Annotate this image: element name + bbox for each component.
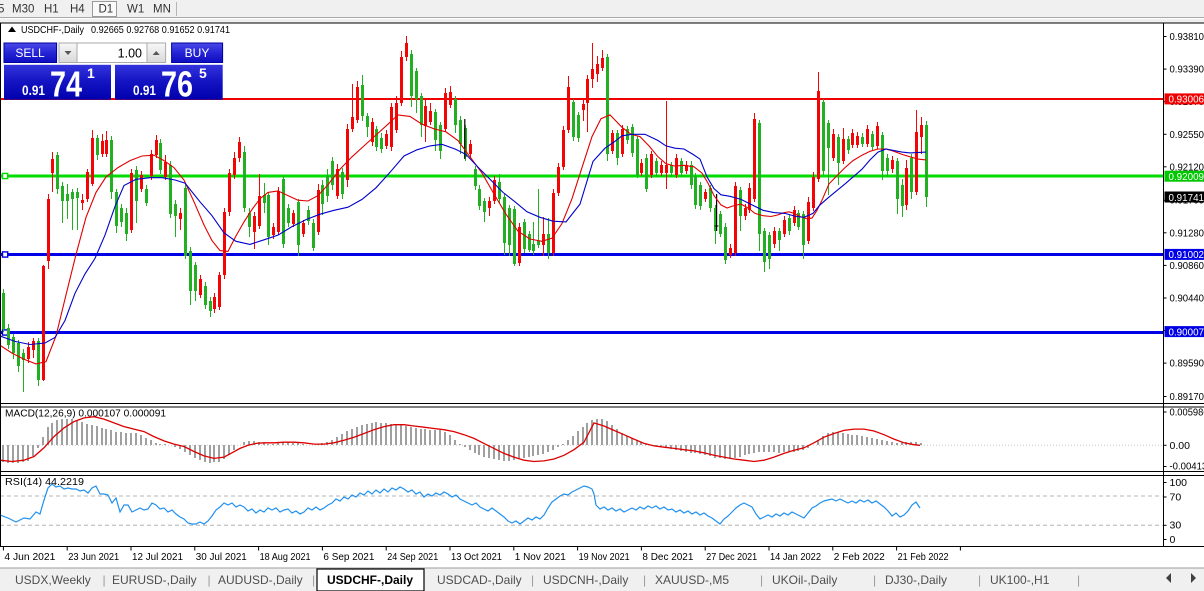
svg-text:1.00: 1.00 (118, 47, 142, 61)
svg-text:2 Feb 2022: 2 Feb 2022 (834, 552, 885, 563)
svg-text:0: 0 (1170, 534, 1176, 546)
svg-text:19 Nov 2021: 19 Nov 2021 (579, 552, 630, 563)
svg-text:0.91: 0.91 (22, 83, 45, 98)
svg-text:BUY: BUY (185, 46, 210, 60)
svg-text:76: 76 (161, 64, 193, 105)
svg-text:MACD(12,26,9) 0.000107 0.00009: MACD(12,26,9) 0.000107 0.000091 (5, 408, 166, 420)
svg-text:30 Jul 2021: 30 Jul 2021 (196, 552, 247, 563)
svg-text:0.92009: 0.92009 (1169, 171, 1204, 183)
svg-text:70: 70 (1170, 492, 1182, 504)
svg-text:UK100-,H1: UK100-,H1 (990, 573, 1050, 587)
svg-text:W1: W1 (127, 4, 144, 16)
svg-text:14 Jan 2022: 14 Jan 2022 (770, 552, 821, 563)
svg-text:30: 30 (1170, 520, 1182, 532)
svg-text:|: | (1077, 573, 1080, 587)
svg-text:0.92665 0.92768 0.91652 0.9174: 0.92665 0.92768 0.91652 0.91741 (91, 24, 230, 36)
svg-text:M30: M30 (12, 4, 34, 16)
svg-text:1 Nov 2021: 1 Nov 2021 (515, 552, 566, 563)
svg-text:USDCNH-,Daily: USDCNH-,Daily (543, 573, 628, 587)
svg-text:6 Sep 2021: 6 Sep 2021 (323, 552, 374, 563)
svg-text:5: 5 (199, 65, 207, 81)
svg-text:74: 74 (50, 64, 82, 105)
svg-text:USDCHF-,Daily: USDCHF-,Daily (327, 573, 413, 587)
svg-text:USDX,Weekly: USDX,Weekly (15, 573, 91, 587)
svg-text:4 Jun 2021: 4 Jun 2021 (4, 552, 55, 563)
svg-text:-0.004130: -0.004130 (1170, 461, 1204, 473)
svg-text:H1: H1 (44, 4, 59, 16)
svg-text:8 Dec 2021: 8 Dec 2021 (642, 552, 693, 563)
svg-text:XAUUSD-,M5: XAUUSD-,M5 (655, 573, 729, 587)
svg-text:SELL: SELL (15, 46, 45, 60)
svg-text:1: 1 (87, 65, 95, 81)
svg-text:|: | (643, 573, 646, 587)
svg-text:100: 100 (1170, 477, 1188, 489)
svg-text:USDCHF-,Daily: USDCHF-,Daily (21, 24, 85, 36)
svg-text:0.91741: 0.91741 (1169, 192, 1204, 204)
svg-text:USDCAD-,Daily: USDCAD-,Daily (437, 573, 522, 587)
svg-text:|: | (103, 573, 106, 587)
svg-text:0.93006: 0.93006 (1169, 94, 1204, 106)
svg-text:13 Oct 2021: 13 Oct 2021 (451, 552, 502, 563)
svg-text:0.91280: 0.91280 (1170, 227, 1204, 239)
svg-text:0.93810: 0.93810 (1170, 31, 1204, 43)
svg-text:5: 5 (0, 4, 4, 16)
svg-text:DJ30-,Daily: DJ30-,Daily (885, 573, 947, 587)
svg-text:|: | (760, 573, 763, 587)
svg-text:RSI(14) 44.2219: RSI(14) 44.2219 (5, 476, 84, 488)
svg-text:0.90007: 0.90007 (1169, 326, 1204, 338)
svg-text:0.90440: 0.90440 (1170, 293, 1204, 305)
svg-text:EURUSD-,Daily: EURUSD-,Daily (112, 573, 197, 587)
svg-text:0.92550: 0.92550 (1170, 129, 1204, 141)
svg-text:23 Jun 2021: 23 Jun 2021 (68, 552, 119, 563)
svg-text:27 Dec 2021: 27 Dec 2021 (706, 552, 757, 563)
svg-text:0.005986: 0.005986 (1170, 407, 1204, 419)
svg-text:0.91002: 0.91002 (1169, 249, 1204, 261)
svg-text:24 Sep 2021: 24 Sep 2021 (387, 552, 438, 563)
svg-text:MN: MN (153, 4, 171, 16)
svg-text:AUDUSD-,Daily: AUDUSD-,Daily (218, 573, 303, 587)
svg-text:0.90860: 0.90860 (1170, 260, 1204, 272)
svg-text:0.00: 0.00 (1170, 440, 1191, 452)
svg-text:12 Jul 2021: 12 Jul 2021 (132, 552, 183, 563)
svg-text:|: | (978, 573, 981, 587)
svg-text:0.89590: 0.89590 (1170, 358, 1204, 370)
svg-text:H4: H4 (70, 4, 85, 16)
svg-text:|: | (208, 573, 211, 587)
svg-text:0.93390: 0.93390 (1170, 64, 1204, 76)
svg-text:21 Feb 2022: 21 Feb 2022 (898, 552, 949, 563)
svg-text:0.89170: 0.89170 (1170, 391, 1204, 403)
svg-text:D1: D1 (99, 4, 114, 16)
svg-text:0.91: 0.91 (133, 83, 156, 98)
svg-text:|: | (312, 573, 315, 587)
svg-text:0.92120: 0.92120 (1170, 161, 1204, 173)
svg-text:18 Aug 2021: 18 Aug 2021 (260, 552, 311, 563)
svg-text:UKOil-,Daily: UKOil-,Daily (772, 573, 837, 587)
svg-text:|: | (873, 573, 876, 587)
svg-text:|: | (531, 573, 534, 587)
